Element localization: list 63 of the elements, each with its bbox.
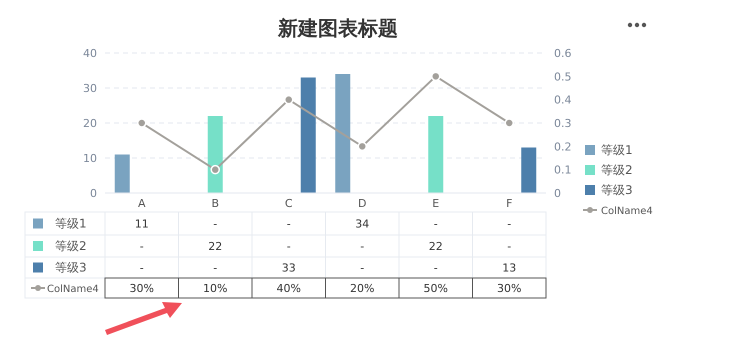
bar (521, 148, 536, 193)
y2-tick-label: 0 (554, 187, 561, 200)
x-tick-label: A (138, 197, 146, 210)
data-label: 22 (428, 240, 443, 253)
text: - (213, 218, 218, 230)
data-label: 11 (134, 218, 149, 230)
legend-label: 等级2 (55, 239, 87, 253)
bar (300, 78, 316, 193)
chart-title: 新建图表标题 (277, 16, 398, 40)
x-tick-label: B (211, 197, 220, 210)
y-tick-label: 10 (83, 152, 97, 165)
data-label: 20% (350, 282, 374, 295)
data-label: 33 (282, 262, 296, 274)
bar (335, 74, 350, 193)
bar (208, 116, 223, 193)
y-tick-label: 20 (83, 117, 97, 130)
y-tick-label: 0 (90, 187, 97, 200)
text: - (140, 262, 144, 274)
y-tick-label: 40 (83, 47, 97, 60)
text: - (360, 262, 364, 274)
legend-label: ColName4 (601, 206, 653, 217)
legend-label: 等级1 (55, 216, 87, 230)
text: ColName4 (47, 284, 99, 295)
text: 等级1 (601, 143, 633, 157)
y2-tick-label: 0.2 (554, 140, 572, 154)
text: - (286, 240, 291, 253)
text: - (434, 262, 438, 274)
text: - (286, 218, 291, 230)
text: - (140, 240, 144, 253)
point (210, 164, 220, 174)
bar (428, 116, 444, 193)
x-tick-label: D (358, 197, 366, 210)
y2-tick-label: 0.1 (554, 164, 572, 177)
point (504, 118, 514, 128)
x-tick-label: E (432, 197, 440, 210)
data-label: 10% (203, 282, 228, 295)
y2-tick-label: 0.4 (554, 94, 572, 107)
data-label: 30% (497, 282, 522, 295)
text: 等级2 (601, 163, 633, 177)
text: - (507, 240, 512, 253)
y2-tick-label: 0.6 (554, 47, 572, 60)
y-tick-label: 30 (83, 82, 97, 95)
text: - (434, 218, 438, 230)
bar (114, 154, 130, 193)
y2-tick-label: 0.5 (554, 70, 572, 84)
text: - (213, 262, 218, 274)
point (137, 118, 146, 128)
text: - (507, 218, 512, 230)
data-label: 22 (208, 240, 222, 253)
x-tick-label: F (506, 197, 512, 210)
point (284, 94, 294, 104)
x-tick-label: C (284, 197, 293, 210)
point (431, 72, 440, 82)
point (358, 142, 367, 152)
data-label: 50% (424, 282, 448, 295)
data-label: 13 (502, 262, 516, 274)
text: 等级3 (55, 260, 87, 274)
y2-tick-label: 0.3 (554, 117, 572, 130)
data-label: 34 (355, 218, 370, 230)
data-label: 30% (130, 282, 154, 295)
data-label: 40% (276, 282, 301, 295)
legend-label: 等级3 (601, 183, 633, 197)
text: - (360, 240, 364, 253)
